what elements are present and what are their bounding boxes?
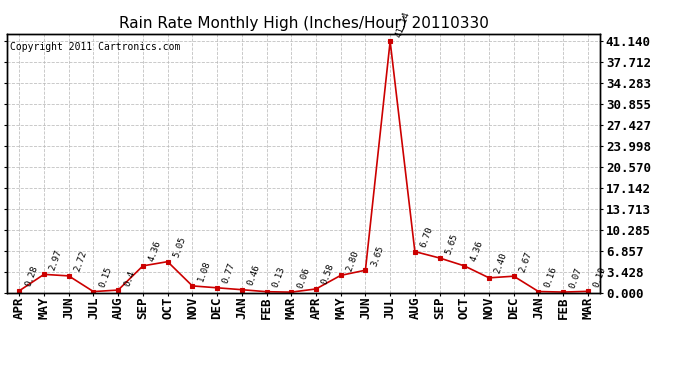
Text: 0.77: 0.77 xyxy=(221,262,237,285)
Text: Copyright 2011 Cartronics.com: Copyright 2011 Cartronics.com xyxy=(10,42,180,51)
Text: 5.65: 5.65 xyxy=(444,232,460,255)
Text: 1.08: 1.08 xyxy=(197,260,213,283)
Text: 2.97: 2.97 xyxy=(48,248,64,272)
Text: 0.28: 0.28 xyxy=(23,265,39,288)
Text: 0.15: 0.15 xyxy=(97,266,113,289)
Text: 0.58: 0.58 xyxy=(320,263,336,286)
Text: 0.07: 0.07 xyxy=(567,266,583,289)
Text: 0.16: 0.16 xyxy=(542,266,558,289)
Text: 41.14: 41.14 xyxy=(394,10,412,39)
Text: 4.36: 4.36 xyxy=(147,240,163,263)
Text: 2.40: 2.40 xyxy=(493,252,509,275)
Text: 0.19: 0.19 xyxy=(592,265,608,288)
Text: 2.67: 2.67 xyxy=(518,250,534,273)
Text: 0.4: 0.4 xyxy=(122,269,137,287)
Text: 0.06: 0.06 xyxy=(295,266,311,290)
Text: 0.13: 0.13 xyxy=(270,266,286,289)
Text: 2.80: 2.80 xyxy=(345,249,361,273)
Text: 0.46: 0.46 xyxy=(246,264,262,287)
Title: Rain Rate Monthly High (Inches/Hour) 20110330: Rain Rate Monthly High (Inches/Hour) 201… xyxy=(119,16,489,31)
Text: 6.70: 6.70 xyxy=(419,225,435,249)
Text: 3.65: 3.65 xyxy=(370,244,386,267)
Text: 2.72: 2.72 xyxy=(73,250,89,273)
Text: 4.36: 4.36 xyxy=(469,240,484,263)
Text: 5.05: 5.05 xyxy=(172,236,188,259)
